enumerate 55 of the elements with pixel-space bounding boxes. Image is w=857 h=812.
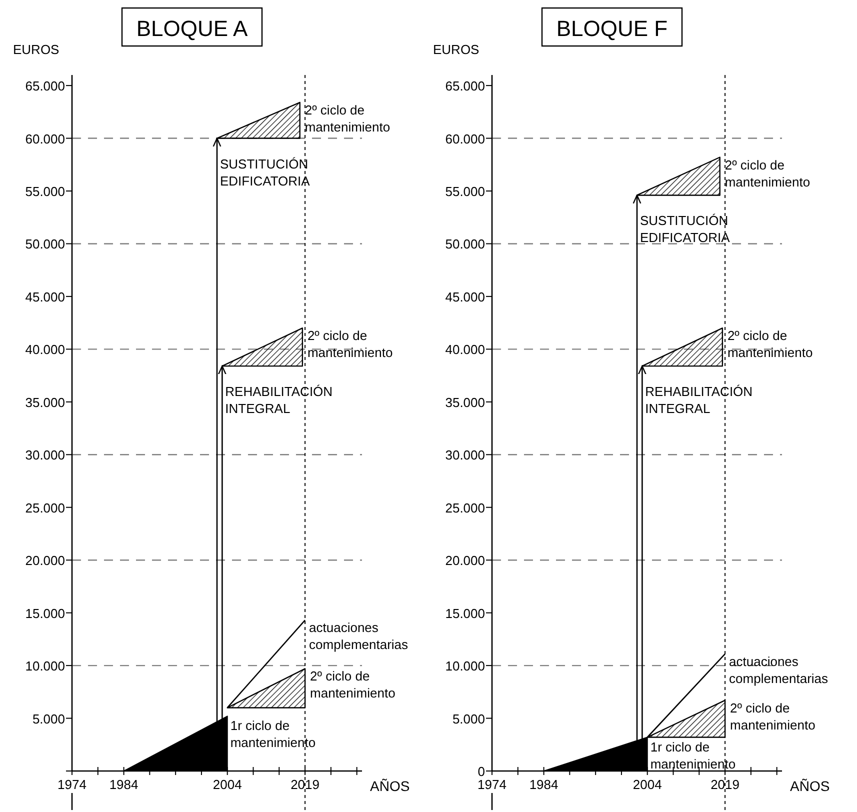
y-tick-label: 50.000 bbox=[25, 236, 65, 252]
y-tick-label: 20.000 bbox=[25, 553, 65, 568]
y-tick-label: 25.000 bbox=[445, 500, 485, 516]
series-label: 1r ciclo de mantenimiento bbox=[650, 739, 736, 772]
x-tick-label: 1974 bbox=[58, 777, 86, 792]
y-tick-label: 55.000 bbox=[445, 184, 485, 199]
y-tick-label: 0 bbox=[478, 764, 485, 779]
y-tick-label: 15.000 bbox=[25, 606, 65, 621]
chart-title: BLOQUE F bbox=[556, 16, 668, 41]
x-tick-label: 1984 bbox=[529, 777, 558, 792]
x-tick-label: 2004 bbox=[632, 777, 662, 792]
series-label: 2º ciclo de mantenimiento bbox=[304, 102, 390, 134]
y-tick-label: 25.000 bbox=[25, 500, 65, 516]
y-tick-label: 45.000 bbox=[445, 289, 485, 304]
y-tick-label: 60.000 bbox=[445, 131, 485, 146]
y-tick-label: 35.000 bbox=[445, 394, 485, 410]
series-label: 1r ciclo de mantenimiento bbox=[230, 718, 316, 750]
y-tick-label: 45.000 bbox=[25, 289, 65, 304]
series-label: 2º ciclo de mantenimiento bbox=[310, 668, 396, 701]
series-label: actuaciones complementarias bbox=[309, 620, 409, 652]
series-label: 2º ciclo de mantenimiento bbox=[730, 700, 816, 732]
y-tick-label: 10.000 bbox=[25, 658, 65, 674]
y-tick-label: 50.000 bbox=[445, 236, 485, 252]
y-tick-label: 15.000 bbox=[445, 606, 485, 621]
y-axis-title: EUROS bbox=[433, 42, 480, 57]
y-tick-label: 65.000 bbox=[445, 78, 485, 94]
y-tick-label: 20.000 bbox=[445, 553, 485, 568]
y-tick-label: 30.000 bbox=[445, 448, 485, 463]
y-tick-label: 10.000 bbox=[445, 658, 485, 674]
x-tick-label: 1974 bbox=[478, 777, 506, 792]
y-tick-label: 65.000 bbox=[25, 78, 65, 94]
y-tick-label: 5.000 bbox=[452, 711, 485, 726]
y-tick-label: 30.000 bbox=[25, 448, 65, 463]
series-label: REHABILITACIÓN INTEGRAL bbox=[225, 384, 333, 416]
series-label: actuaciones complementarias bbox=[729, 654, 829, 686]
series-label: 2º ciclo de mantenimiento bbox=[307, 328, 393, 360]
series-label: SUSTITUCIÓN EDIFICATORIA bbox=[640, 213, 730, 246]
series-label: 2º ciclo de mantenimiento bbox=[724, 157, 810, 190]
series-label: REHABILITACIÓN INTEGRAL bbox=[645, 384, 753, 416]
y-tick-label: 60.000 bbox=[25, 131, 65, 146]
x-tick-label: 1984 bbox=[109, 777, 138, 792]
x-tick-label: 2019 bbox=[290, 777, 320, 792]
x-axis-title: AÑOS bbox=[370, 778, 410, 794]
y-tick-label: 40.000 bbox=[25, 342, 65, 358]
y-tick-label: 5.000 bbox=[32, 711, 65, 726]
series-label: SUSTITUCIÓN EDIFICATORIA bbox=[220, 156, 310, 188]
y-tick-label: 35.000 bbox=[25, 394, 65, 410]
y-tick-label: 55.000 bbox=[25, 184, 65, 199]
y-tick-label: 40.000 bbox=[445, 342, 485, 358]
y-axis-title: EUROS bbox=[13, 42, 60, 57]
x-tick-label: 2004 bbox=[212, 777, 242, 792]
x-axis-title: AÑOS bbox=[790, 778, 830, 794]
chart-title: BLOQUE A bbox=[136, 16, 248, 41]
series-label: 2º ciclo de mantenimiento bbox=[727, 328, 813, 360]
x-tick-label: 2019 bbox=[710, 777, 740, 792]
